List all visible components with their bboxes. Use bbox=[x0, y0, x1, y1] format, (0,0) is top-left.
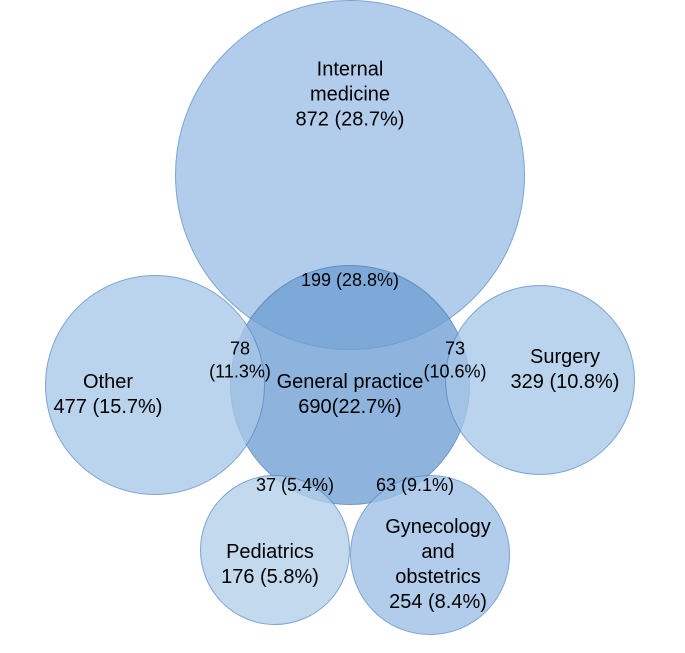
label-overlap-ped-gen: 37 (5.4%) bbox=[256, 474, 334, 497]
label-overlap-surg-gen: 73 (10.6%) bbox=[423, 338, 486, 383]
label-gynob-label: Gynecology and obstetrics 254 (8.4%) bbox=[385, 515, 491, 615]
label-pediatrics-label: Pediatrics 176 (5.8%) bbox=[221, 540, 319, 590]
label-overlap-gyn-gen: 63 (9.1%) bbox=[376, 474, 454, 497]
label-overlap-other-gen: 78 (11.3%) bbox=[209, 338, 271, 383]
label-internal-label: Internal medicine 872 (28.7%) bbox=[296, 58, 405, 133]
label-general-label: General practice 690(22.7%) bbox=[277, 370, 424, 420]
venn-diagram: Internal medicine 872 (28.7%) 199 (28.8%)… bbox=[0, 0, 685, 653]
label-other-label: Other 477 (15.7%) bbox=[54, 370, 163, 420]
label-surgery-label: Surgery 329 (10.8%) bbox=[511, 345, 620, 395]
label-overlap-int-gen: 199 (28.8%) bbox=[301, 269, 399, 292]
